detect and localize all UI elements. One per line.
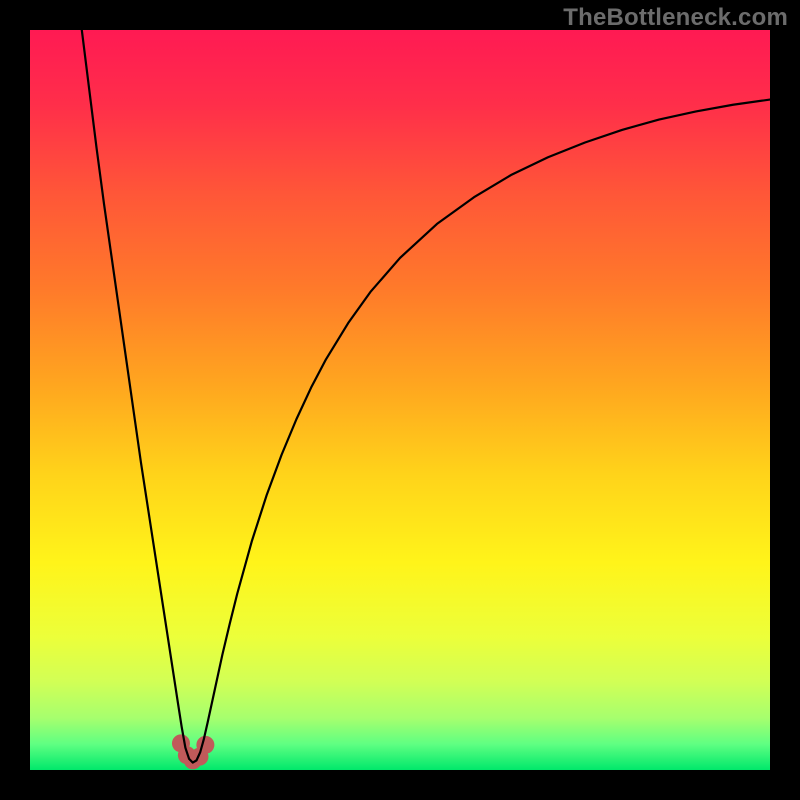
watermark-text: TheBottleneck.com [563,4,788,32]
chart-background [30,30,770,770]
bottom-marker-dot [196,736,214,754]
chart-container: TheBottleneck.com [0,0,800,800]
chart-plot [30,30,770,770]
chart-svg [30,30,770,770]
